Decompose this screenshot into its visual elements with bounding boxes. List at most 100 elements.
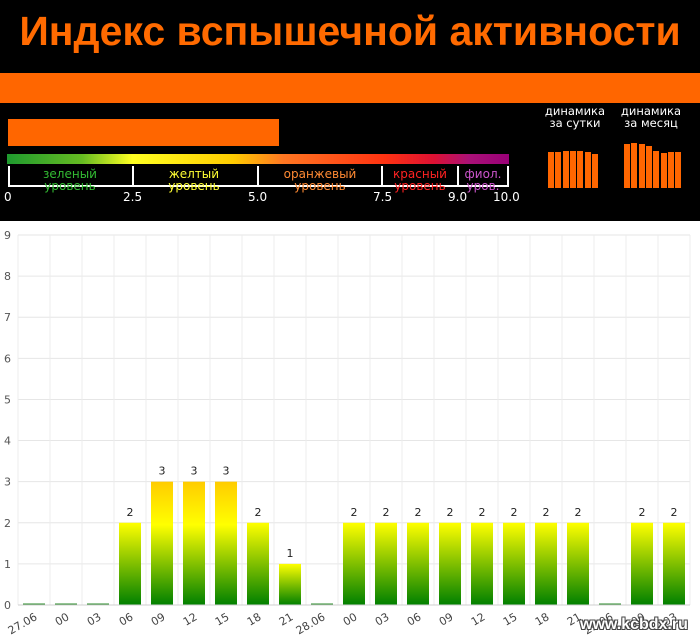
bar — [631, 522, 653, 605]
current-index-bar — [8, 119, 280, 146]
bar — [663, 522, 685, 605]
bar-value-label: 3 — [223, 465, 230, 478]
x-tick-label: 12 — [181, 610, 200, 628]
dynamics-bar — [577, 151, 584, 188]
bar — [567, 522, 589, 605]
bar-value-label: 2 — [415, 506, 422, 519]
level-line: уровень — [394, 179, 446, 193]
dynamics-bar — [653, 151, 660, 188]
bar-value-label: 2 — [671, 506, 678, 519]
x-tick-label: 21 — [565, 610, 584, 628]
dynamics-bar — [638, 144, 645, 188]
level-line: уров. — [466, 179, 500, 193]
bar-value-label: 2 — [479, 506, 486, 519]
bar-value-label: 3 — [191, 465, 198, 478]
scale-tick-label: 9.0 — [448, 190, 468, 204]
bar — [407, 522, 429, 605]
dynamics-bar — [591, 154, 598, 188]
y-tick-label: 6 — [4, 352, 11, 365]
dynamics-bar — [562, 151, 569, 188]
scale-tick-label: 10.0 — [493, 190, 520, 204]
x-tick-label: 12 — [469, 610, 488, 628]
level-line: зеленый — [43, 167, 97, 181]
bar-value-label: 2 — [543, 506, 550, 519]
bar-value-label: 2 — [575, 506, 582, 519]
bar — [471, 522, 493, 605]
x-tick-label: 09 — [437, 610, 456, 628]
x-tick-label: 06 — [117, 610, 136, 628]
level-label-red: красный уровень — [384, 168, 456, 192]
bar-value-label: 2 — [255, 506, 262, 519]
scale-tick-label: 7.5 — [373, 190, 393, 204]
dynamics-bar — [624, 144, 630, 188]
x-tick-label: 09 — [149, 610, 168, 628]
level-line: красный — [393, 167, 447, 181]
x-tick-label: 00 — [341, 610, 360, 628]
watermark: www.kcbdx.ru — [580, 616, 688, 633]
bar — [55, 603, 77, 605]
bar — [279, 563, 301, 605]
scale-tick-line — [8, 166, 10, 186]
bar — [247, 522, 269, 605]
level-line: уровень — [168, 179, 220, 193]
scale-baseline — [8, 185, 509, 187]
bar — [439, 522, 461, 605]
level-label-violet: фиол. уров. — [459, 168, 507, 192]
y-tick-label: 4 — [4, 435, 11, 448]
x-tick-label: 28.06 — [294, 610, 328, 637]
x-tick-label: 15 — [213, 610, 232, 628]
scale-tick-label: 0 — [4, 190, 12, 204]
dynamics-bar — [645, 146, 652, 188]
bar — [87, 603, 109, 605]
x-tick-label: 06 — [405, 610, 424, 628]
bar — [23, 603, 45, 605]
bar-value-label: 2 — [351, 506, 358, 519]
y-tick-label: 7 — [4, 311, 11, 324]
x-tick-label: 00 — [53, 610, 72, 628]
level-line: уровень — [294, 179, 346, 193]
bar — [311, 603, 333, 605]
scale-tick-line — [457, 166, 459, 186]
bar-value-label: 1 — [287, 547, 294, 560]
x-tick-label: 03 — [661, 610, 680, 628]
bar — [215, 481, 237, 605]
orange-banner — [0, 73, 700, 103]
level-label-orange: оранжевый уровень — [272, 168, 368, 192]
daily-dynamics-title: динамика за сутки — [540, 105, 610, 129]
dynamics-bar — [555, 152, 562, 188]
dynamics-bar — [584, 152, 591, 188]
dyn-title-line: динамика — [620, 104, 682, 118]
y-tick-label: 5 — [4, 393, 11, 406]
bar-value-label: 2 — [383, 506, 390, 519]
bar — [151, 481, 173, 605]
current-index-fill — [8, 119, 280, 146]
x-tick-label: 03 — [373, 610, 392, 628]
scale-tick-line — [507, 166, 509, 186]
bar-value-label: 2 — [639, 506, 646, 519]
bar-value-label: 2 — [127, 506, 134, 519]
bar-value-label: 3 — [159, 465, 166, 478]
scale-tick-line — [257, 166, 259, 186]
dynamics-bar — [569, 151, 576, 188]
page-title: Индекс вспышечной активности — [19, 8, 681, 54]
level-line: оранжевый — [283, 167, 357, 181]
dynamics-bar — [675, 152, 682, 188]
x-tick-label: 18 — [245, 610, 264, 628]
dyn-title-line: за сутки — [549, 116, 601, 130]
scale-tick-line — [132, 166, 134, 186]
y-tick-label: 8 — [4, 270, 11, 283]
bar — [375, 522, 397, 605]
bar — [503, 522, 525, 605]
dynamics-bar — [660, 153, 667, 188]
bar — [599, 603, 621, 605]
x-tick-label: 03 — [85, 610, 104, 628]
dynamics-bar — [548, 152, 554, 188]
x-tick-label: 18 — [533, 610, 552, 628]
level-label-green: зеленый уровень — [28, 168, 112, 192]
monthly-dynamics-title: динамика за месяц — [616, 105, 686, 129]
y-tick-label: 0 — [4, 599, 11, 612]
y-tick-label: 2 — [4, 517, 11, 530]
x-tick-label: 27.06 — [6, 610, 40, 637]
bar — [343, 522, 365, 605]
bar — [183, 481, 205, 605]
